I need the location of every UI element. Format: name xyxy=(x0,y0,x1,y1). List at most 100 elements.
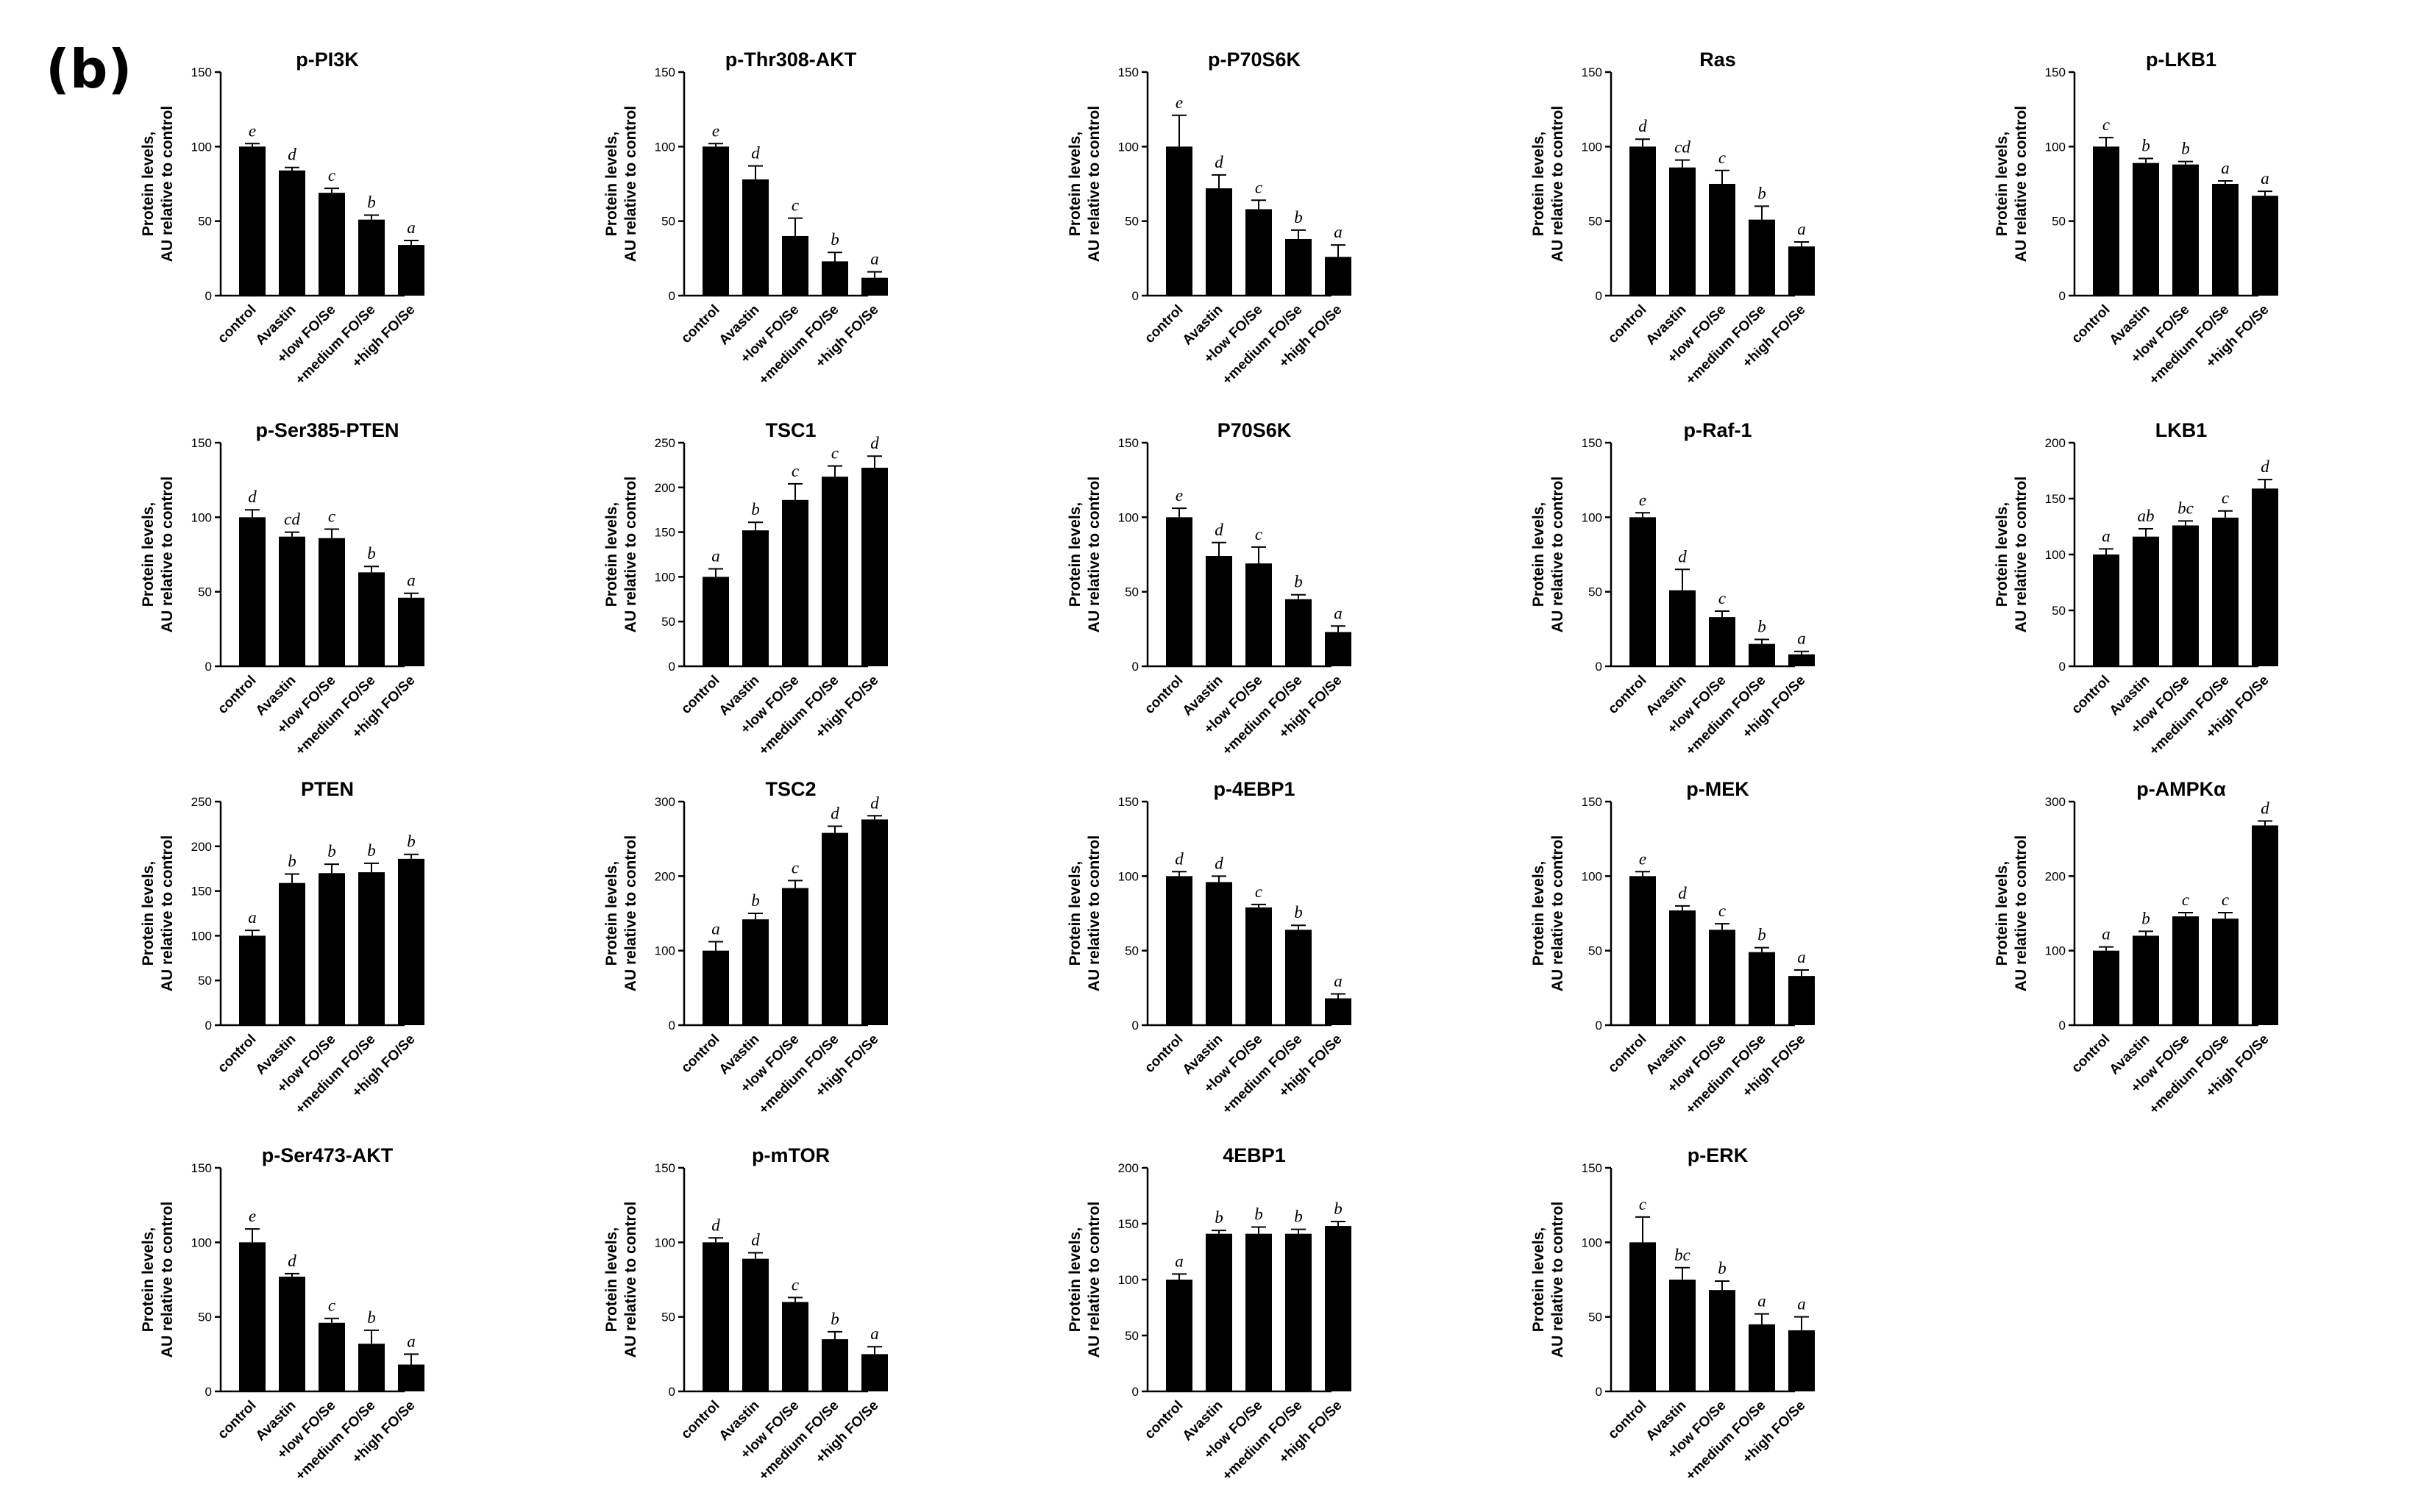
bar xyxy=(2093,554,2119,666)
significance-letter: bc xyxy=(1674,1246,1690,1264)
y-tick-label: 0 xyxy=(1596,289,1602,303)
significance-letter: d xyxy=(288,146,296,164)
chart-15: p-Ser473-AKT 0 50 100 150 Protein levels, AU r… xyxy=(140,1144,424,1483)
chart-title: p-Raf-1 xyxy=(1684,419,1752,441)
y-axis-label: Protein levels, AU relative to control xyxy=(140,106,176,262)
bar xyxy=(279,1276,305,1391)
significance-letter: a xyxy=(1797,630,1806,648)
category-label: control xyxy=(215,1032,259,1076)
bar xyxy=(2133,163,2159,296)
y-axis-label-line2: AU relative to control xyxy=(1549,477,1566,632)
significance-letter: d xyxy=(248,488,257,506)
chart-title: p-ERK xyxy=(1688,1144,1749,1166)
y-axis-label: Protein levels, AU relative to control xyxy=(1067,477,1103,632)
chart-title: p-mTOR xyxy=(752,1144,830,1166)
y-axis-label-line1: Protein levels, xyxy=(603,132,620,236)
y-tick-label: 150 xyxy=(1582,436,1602,450)
y-tick-label: 100 xyxy=(191,1235,212,1249)
y-tick-label: 150 xyxy=(1582,795,1602,809)
y-tick-label: 50 xyxy=(198,1310,212,1324)
bar xyxy=(703,1242,729,1391)
significance-letter: e xyxy=(1176,486,1183,504)
y-axis-label: Protein levels, AU relative to control xyxy=(1994,106,2030,262)
bar xyxy=(1285,238,1312,296)
chart-10: PTEN 0 50 100 150 200 250 Protein levels, AU rel… xyxy=(140,778,424,1117)
y-axis-label-line2: AU relative to control xyxy=(2013,835,2030,991)
y-tick-label: 150 xyxy=(1118,65,1139,79)
significance-letter: b xyxy=(367,544,376,563)
bar xyxy=(1709,617,1735,666)
category-label: control xyxy=(215,673,259,717)
y-tick-label: 0 xyxy=(1132,1019,1139,1033)
y-tick-label: 50 xyxy=(1125,215,1139,229)
y-tick-label: 150 xyxy=(2045,492,2066,506)
y-tick-label: 150 xyxy=(191,1161,212,1175)
bar xyxy=(1206,1233,1232,1391)
significance-letter: b xyxy=(1294,573,1303,591)
y-axis-label: Protein levels, AU relative to control xyxy=(603,477,639,632)
y-axis-label-line1: Protein levels, xyxy=(603,1227,620,1332)
chart-title: PTEN xyxy=(301,778,354,800)
significance-letter: b xyxy=(2141,137,2150,155)
bar xyxy=(1788,654,1815,666)
y-axis-label-line1: Protein levels, xyxy=(1530,861,1547,966)
y-axis-label-line2: AU relative to control xyxy=(622,1202,639,1358)
significance-letter: a xyxy=(2102,925,2111,944)
y-tick-label: 300 xyxy=(2045,795,2066,809)
significance-letter: b xyxy=(1294,208,1303,227)
bar xyxy=(782,888,808,1025)
significance-letter: e xyxy=(712,121,719,140)
chart-title: LKB1 xyxy=(2155,419,2208,441)
y-tick-label: 200 xyxy=(655,481,675,495)
chart-title: p-P70S6K xyxy=(1208,49,1301,71)
bar xyxy=(1629,146,1656,296)
y-tick-label: 100 xyxy=(1118,510,1139,524)
bar xyxy=(2133,935,2159,1025)
category-label: control xyxy=(1605,302,1649,346)
chart-3: Ras 0 50 100 150 Protein levels, AU relative t… xyxy=(1530,49,1815,388)
significance-letter: d xyxy=(711,1216,720,1234)
bar xyxy=(1285,599,1312,666)
y-tick-label: 50 xyxy=(1125,1329,1139,1343)
bar xyxy=(1669,1280,1696,1391)
bar xyxy=(742,530,769,666)
y-tick-label: 50 xyxy=(1588,585,1602,599)
significance-letter: b xyxy=(1254,1205,1263,1224)
chart-title: p-Thr308-AKT xyxy=(725,49,857,71)
chart-title: 4EBP1 xyxy=(1223,1144,1286,1166)
bar xyxy=(1245,563,1272,666)
y-tick-label: 100 xyxy=(1582,1235,1602,1249)
category-label: control xyxy=(678,302,722,346)
significance-letter: b xyxy=(367,1308,376,1327)
bar xyxy=(398,245,424,296)
y-tick-label: 0 xyxy=(1596,660,1602,674)
bar xyxy=(398,597,424,666)
bar xyxy=(319,538,345,666)
y-axis-label-line1: Protein levels, xyxy=(140,502,157,607)
significance-letter: a xyxy=(407,571,416,590)
significance-letter: c xyxy=(328,1297,335,1315)
y-tick-label: 50 xyxy=(661,1310,675,1324)
chart-title: TSC1 xyxy=(765,419,816,441)
bar xyxy=(2212,184,2239,296)
significance-letter: b xyxy=(1334,1199,1343,1218)
chart-title: p-Ser385-PTEN xyxy=(255,419,399,441)
y-axis-label-line1: Protein levels, xyxy=(140,132,157,236)
y-axis-label-line2: AU relative to control xyxy=(1549,835,1566,991)
significance-letter: c xyxy=(792,462,799,480)
significance-letter: a xyxy=(407,1332,416,1350)
y-axis-label-line2: AU relative to control xyxy=(622,106,639,262)
significance-letter: b xyxy=(1757,184,1766,202)
y-tick-label: 0 xyxy=(1132,660,1139,674)
bar xyxy=(358,1344,385,1391)
y-axis-label-line1: Protein levels, xyxy=(1994,861,2010,966)
y-tick-label: 0 xyxy=(2059,660,2066,674)
y-axis-label: Protein levels, AU relative to control xyxy=(603,1202,639,1358)
y-axis-label-line2: AU relative to control xyxy=(1086,477,1103,632)
y-axis-label: Protein levels, AU relative to control xyxy=(603,106,639,262)
significance-letter: b xyxy=(1718,1259,1727,1277)
y-axis-label-line1: Protein levels, xyxy=(1067,502,1084,607)
y-tick-label: 200 xyxy=(655,869,675,883)
y-axis-label-line2: AU relative to control xyxy=(1086,106,1103,262)
y-tick-label: 0 xyxy=(669,1385,675,1399)
